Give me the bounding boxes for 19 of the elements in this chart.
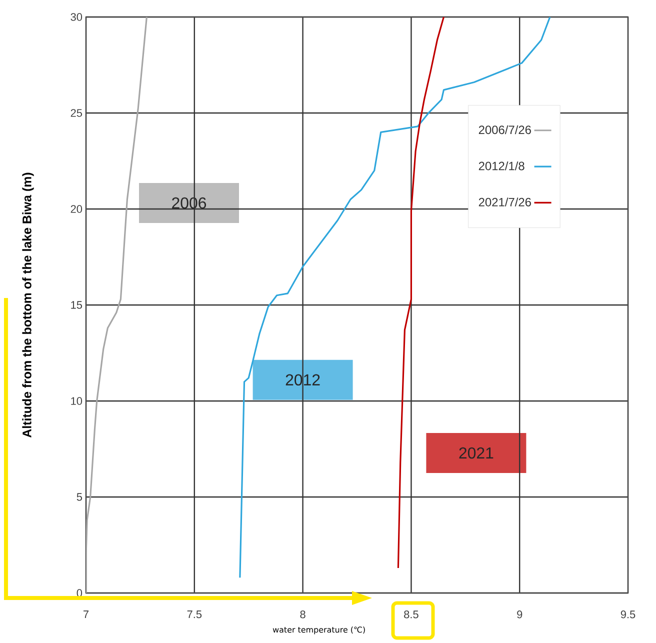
- legend-label: 2021/7/26: [478, 198, 531, 206]
- legend-label: 2006/7/26: [478, 125, 531, 134]
- x-tick-label: 8: [300, 610, 306, 618]
- y-tick-label: 20: [70, 205, 82, 213]
- line-series: [397, 16, 445, 569]
- x-tick-label: 7.5: [187, 610, 202, 618]
- y-tick-label: 5: [76, 493, 82, 501]
- y-tick-label: 15: [71, 301, 82, 309]
- x-tick-label: 7: [84, 610, 89, 618]
- y-tick-label: 10: [71, 397, 82, 405]
- x-tick-label: 9: [517, 610, 522, 618]
- line-series: [86, 16, 148, 593]
- legend-label: 2012/1/8: [478, 161, 524, 170]
- y-tick-label: 25: [70, 109, 82, 117]
- y-axis-title: Altitude from the bottom of the lake Biwa (m): [22, 172, 34, 438]
- x-tick-label: 8.5: [404, 610, 418, 618]
- y-tick-label: 30: [70, 13, 82, 21]
- x-tick-label: 9.5: [620, 610, 636, 618]
- annotation: 2021: [459, 447, 494, 459]
